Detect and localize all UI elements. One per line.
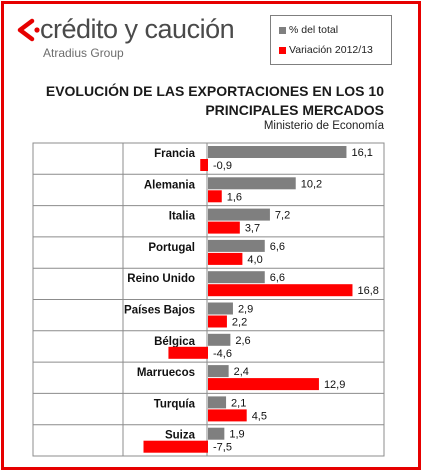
- data-label-share: 2,6: [235, 335, 250, 347]
- data-label-variation: 1,6: [227, 191, 242, 203]
- data-label-share: 16,1: [351, 147, 372, 159]
- data-label-variation: 3,7: [245, 223, 260, 235]
- chart-subtitle: Ministerio de Economía: [263, 120, 384, 132]
- legend-swatch-share: [279, 26, 286, 34]
- data-label-share: 6,6: [270, 272, 285, 284]
- bar-variation: [208, 284, 353, 297]
- bar-variation: [143, 440, 208, 453]
- bar-share: [208, 365, 229, 378]
- category-label: Portugal: [148, 242, 195, 254]
- bar-variation: [208, 252, 243, 265]
- data-label-share: 7,2: [275, 210, 290, 222]
- bar-share: [208, 427, 225, 440]
- data-label-share: 10,2: [301, 178, 322, 190]
- legend-item-share: % del total: [279, 23, 338, 37]
- chart-title-line-1: EVOLUCIÓN DE LAS EXPORTACIONES EN LOS 10: [45, 83, 384, 99]
- data-label-variation: 2,2: [232, 317, 247, 329]
- category-label: Alemania: [144, 179, 196, 191]
- category-label: Italia: [169, 211, 196, 223]
- data-label-share: 1,9: [229, 429, 244, 441]
- bar-share: [208, 271, 265, 284]
- brand-name: crédito y caución: [40, 14, 235, 44]
- data-label-variation: -4,6: [213, 348, 232, 360]
- chart-title-line-2: PRINCIPALES MERCADOS: [205, 102, 384, 118]
- data-label-share: 2,9: [238, 304, 253, 316]
- chart-legend: % del total Variación 2012/13: [270, 15, 392, 65]
- category-label: Suiza: [165, 430, 196, 442]
- bar-share: [208, 177, 296, 190]
- brand-group: Atradius Group: [43, 46, 124, 60]
- bar-share: [208, 302, 233, 315]
- bar-share: [208, 146, 347, 158]
- bar-variation: [200, 159, 208, 171]
- bar-variation: [208, 378, 319, 391]
- category-label: Marruecos: [137, 367, 195, 379]
- data-label-share: 6,6: [270, 241, 285, 253]
- bar-variation: [168, 346, 208, 359]
- bar-share: [208, 208, 270, 221]
- data-label-variation: 4,5: [252, 410, 267, 422]
- category-label: Países Bajos: [124, 305, 195, 317]
- category-label: Reino Unido: [127, 273, 195, 285]
- bar-variation: [208, 221, 240, 234]
- bar-variation: [208, 315, 227, 328]
- data-label-variation: 16,8: [357, 285, 378, 297]
- bar-variation: [208, 409, 247, 422]
- legend-item-variation: Variación 2012/13: [279, 43, 373, 57]
- data-label-variation: -7,5: [213, 442, 232, 454]
- category-label: Bélgica: [154, 336, 196, 348]
- category-label: Turquía: [154, 398, 196, 410]
- data-label-share: 2,1: [231, 397, 246, 409]
- chart-title: EVOLUCIÓN DE LAS EXPORTACIONES EN LOS 10…: [46, 82, 384, 120]
- bar-share: [208, 239, 265, 252]
- brand-chevron-icon: [17, 18, 40, 42]
- legend-swatch-variation: [279, 46, 286, 54]
- bar-variation: [208, 190, 222, 203]
- legend-label-share: % del total: [289, 24, 339, 36]
- data-label-variation: 12,9: [324, 379, 345, 391]
- data-label-variation: -0,9: [213, 160, 232, 172]
- data-label-share: 2,4: [234, 366, 249, 378]
- bar-share: [208, 333, 231, 346]
- legend-label-variation: Variación 2012/13: [289, 44, 373, 56]
- category-label: Francia: [154, 148, 196, 160]
- data-label-variation: 4,0: [247, 254, 262, 266]
- bar-share: [208, 396, 227, 409]
